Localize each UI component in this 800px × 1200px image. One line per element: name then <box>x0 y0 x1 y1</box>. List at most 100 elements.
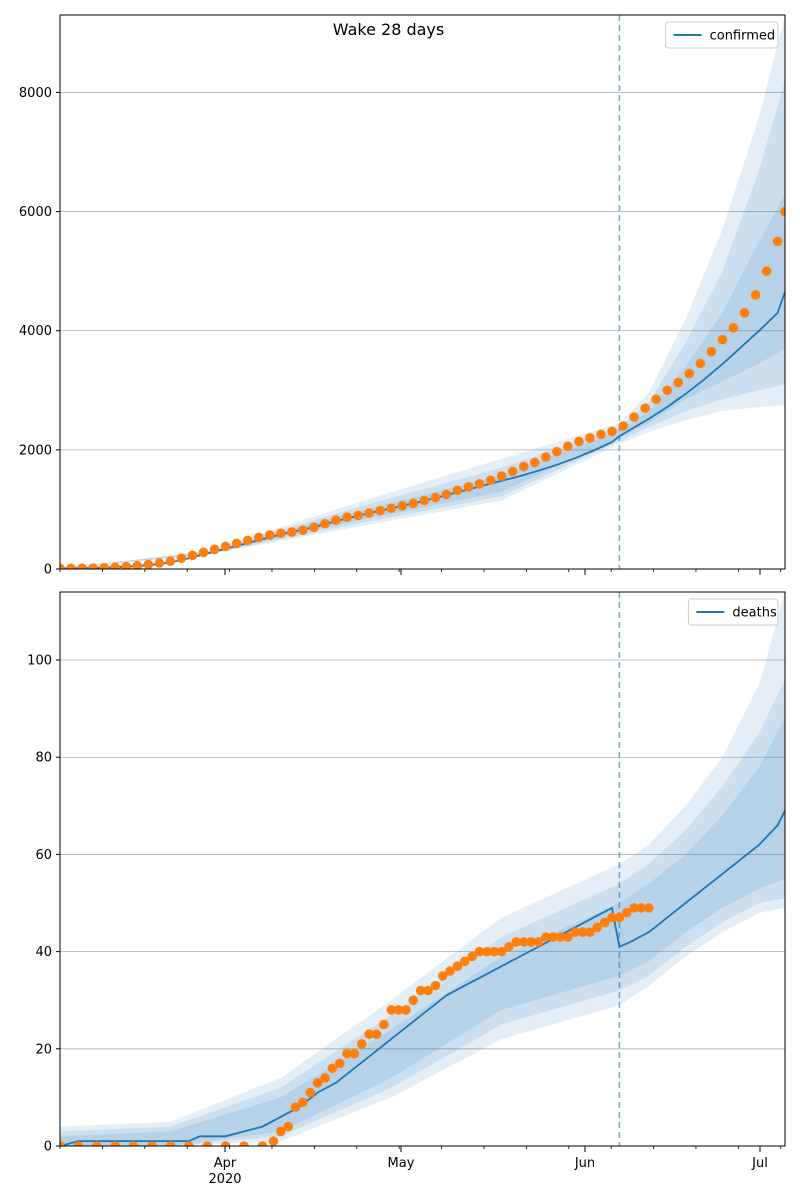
y-tick-label: 0 <box>44 563 52 578</box>
observed-point <box>574 436 584 447</box>
observed-point <box>585 927 595 937</box>
observed-point <box>165 1141 176 1146</box>
legend-box <box>687 598 779 626</box>
observed-point <box>386 1005 397 1015</box>
confirmed-panel: 0 2000 4000 6000 8000 Wake 28 days confirmed <box>19 14 786 578</box>
observed-point <box>334 1058 345 1069</box>
confirmed-observed-points <box>60 206 785 569</box>
observed-point <box>548 932 558 942</box>
confirmed-x-ticks <box>59 569 782 575</box>
observed-point <box>165 556 176 567</box>
confirmed-legend: confirmed <box>665 21 779 49</box>
observed-point <box>430 492 441 503</box>
observed-point <box>77 563 87 569</box>
observed-point <box>276 528 286 539</box>
forecast-median-line <box>60 291 785 569</box>
observed-point <box>364 1029 374 1040</box>
deaths-gridlines <box>60 659 785 1050</box>
observed-point <box>614 912 625 923</box>
observed-point <box>636 903 647 913</box>
legend-box <box>665 21 779 49</box>
observed-point <box>92 1141 102 1146</box>
observed-point <box>489 946 500 957</box>
confirmed-plot-area <box>60 15 785 569</box>
observed-point <box>290 1102 301 1112</box>
observed-point <box>577 927 588 937</box>
y-tick-label: 6000 <box>19 205 52 220</box>
observed-point <box>342 1048 352 1059</box>
x-tick-label: Apr <box>214 1156 237 1171</box>
observed-point <box>184 1141 194 1146</box>
observed-point <box>143 559 154 569</box>
observed-point <box>540 452 551 462</box>
observed-point <box>353 510 363 521</box>
observed-point <box>750 290 761 300</box>
y-tick-label: 60 <box>35 848 52 863</box>
observed-point <box>706 346 717 357</box>
observed-point <box>257 1141 268 1146</box>
observed-point <box>393 1005 404 1015</box>
observed-point <box>728 322 739 333</box>
y-tick-label: 4000 <box>19 324 52 339</box>
deaths-legend: deaths <box>687 598 779 626</box>
observed-point <box>518 937 529 947</box>
deaths-plot-area <box>60 592 785 1146</box>
legend-label: confirmed <box>710 29 776 44</box>
observed-point <box>504 941 514 952</box>
x-tick-sublabel: 2020 <box>208 1172 241 1187</box>
observed-point <box>110 1141 121 1146</box>
observed-point <box>533 937 544 947</box>
confirmed-gridlines <box>60 92 785 451</box>
observed-point <box>283 1121 293 1132</box>
observed-point <box>474 946 485 957</box>
observed-point <box>552 446 562 457</box>
observed-point <box>320 1073 330 1083</box>
observed-point <box>423 985 433 996</box>
observed-point <box>408 995 419 1006</box>
observed-point <box>386 503 397 514</box>
observed-point <box>73 1141 84 1146</box>
observed-point <box>496 946 507 957</box>
observed-point <box>485 475 496 486</box>
observed-point <box>309 522 319 533</box>
observed-point <box>607 426 617 437</box>
observed-point <box>739 308 750 318</box>
observed-point <box>331 515 341 525</box>
observed-point <box>511 937 522 947</box>
observed-point <box>780 206 785 217</box>
observed-point <box>430 980 441 991</box>
observed-point <box>570 927 581 937</box>
observed-point <box>253 532 264 543</box>
observed-point <box>239 1141 249 1146</box>
observed-point <box>618 421 628 431</box>
observed-point <box>772 236 783 247</box>
observed-point <box>529 457 540 468</box>
observed-point <box>463 481 474 492</box>
observed-point <box>662 385 673 396</box>
deaths-frame <box>59 591 786 1147</box>
confirmed-frame <box>59 14 786 570</box>
forecast-band-0 <box>60 15 785 569</box>
y-tick-label: 2000 <box>19 443 52 458</box>
observed-point <box>187 550 198 561</box>
y-tick-label: 20 <box>35 1042 52 1057</box>
observed-point <box>298 525 308 536</box>
observed-point <box>599 917 610 928</box>
observed-point <box>460 956 470 967</box>
observed-point <box>408 498 419 509</box>
observed-point <box>563 441 573 452</box>
observed-point <box>231 538 242 549</box>
observed-point <box>507 466 518 477</box>
y-tick-label: 40 <box>35 945 52 960</box>
y-tick-label: 80 <box>35 751 52 766</box>
y-tick-label: 0 <box>44 1140 52 1155</box>
observed-point <box>121 561 132 569</box>
forecast-band-0 <box>60 592 785 1146</box>
observed-point <box>276 1126 286 1137</box>
observed-point <box>287 527 297 537</box>
observed-point <box>526 937 536 947</box>
confirmed-y-ticks: 0 2000 4000 6000 8000 <box>19 86 60 578</box>
x-tick-label: Jun <box>574 1156 595 1171</box>
observed-point <box>482 946 492 957</box>
